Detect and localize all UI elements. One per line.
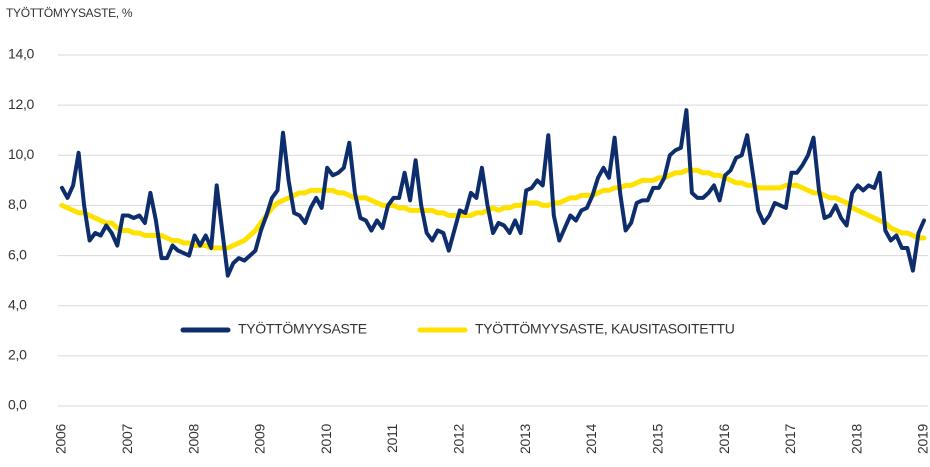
x-tick-label: 2016 bbox=[716, 423, 732, 453]
y-tick-label: 0,0 bbox=[8, 397, 27, 413]
y-tick-label: 12,0 bbox=[8, 96, 35, 112]
x-tick-label: 2008 bbox=[185, 423, 201, 453]
y-tick-label: 10,0 bbox=[8, 146, 35, 162]
x-tick-label: 2012 bbox=[451, 423, 467, 453]
x-tick-label: 2014 bbox=[583, 423, 599, 453]
y-tick-label: 8,0 bbox=[8, 196, 27, 212]
series-line bbox=[59, 167, 927, 251]
y-tick-label: 6,0 bbox=[8, 246, 27, 262]
x-tick-label: 2015 bbox=[649, 423, 665, 453]
y-tick-label: 2,0 bbox=[8, 347, 27, 363]
x-tick-label: 2011 bbox=[384, 423, 400, 452]
y-tick-label: 4,0 bbox=[8, 296, 27, 312]
x-tick-label: 2009 bbox=[252, 423, 268, 453]
x-tick-label: 2017 bbox=[782, 423, 798, 453]
x-tick-label: 2018 bbox=[848, 423, 864, 453]
legend-label: TYÖTTÖMYYSASTE, KAUSITASOITETTU bbox=[475, 320, 735, 337]
y-tick-label: 14,0 bbox=[8, 46, 35, 62]
x-tick-label: 2019 bbox=[915, 423, 930, 453]
x-tick-label: 2007 bbox=[119, 423, 135, 453]
legend-label: TYÖTTÖMYYSASTE bbox=[238, 320, 367, 337]
chart-title: TYÖTTÖMYYSASTE, % bbox=[6, 6, 133, 20]
x-tick-label: 2010 bbox=[318, 423, 334, 453]
series-line bbox=[60, 108, 926, 278]
x-tick-label: 2013 bbox=[517, 423, 533, 453]
x-tick-label: 2006 bbox=[53, 423, 69, 453]
